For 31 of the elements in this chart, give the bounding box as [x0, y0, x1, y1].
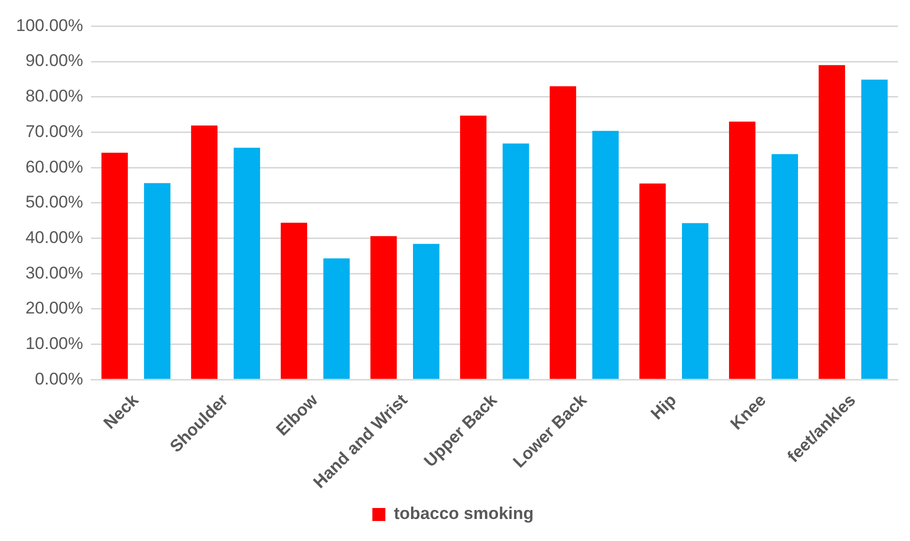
bar: [818, 65, 846, 379]
bar: [550, 86, 576, 379]
bar: [729, 122, 756, 379]
bar: [370, 236, 397, 379]
bar: [191, 126, 218, 379]
y-tick-label: 20.00%: [25, 298, 84, 318]
bar: [101, 152, 128, 379]
y-tick-label: 30.00%: [25, 263, 84, 282]
bar: [460, 116, 486, 379]
y-tick-label: 100.00%: [16, 16, 84, 35]
y-tick-label: 80.00%: [25, 86, 84, 106]
legend-label: tobacco smoking: [394, 504, 534, 524]
bar: [234, 148, 260, 379]
bar: [861, 80, 888, 379]
y-tick-label: 0.00%: [34, 369, 84, 388]
bar: [592, 130, 619, 379]
y-tick-label: 50.00%: [25, 192, 84, 212]
y-tick-label: 10.00%: [25, 334, 84, 353]
bar: [639, 183, 666, 379]
bar: [412, 244, 440, 379]
y-tick-label: 60.00%: [25, 157, 84, 176]
bar: [144, 183, 170, 379]
y-tick-label: 40.00%: [25, 228, 84, 247]
bar: [280, 222, 308, 379]
bar: [323, 258, 350, 379]
bar: [502, 144, 530, 379]
y-tick-label: 70.00%: [25, 122, 84, 141]
x-tick-label: Hip: [647, 390, 680, 424]
bar: [772, 154, 798, 379]
bar: [682, 223, 708, 379]
y-tick-label: 90.00%: [25, 51, 84, 70]
